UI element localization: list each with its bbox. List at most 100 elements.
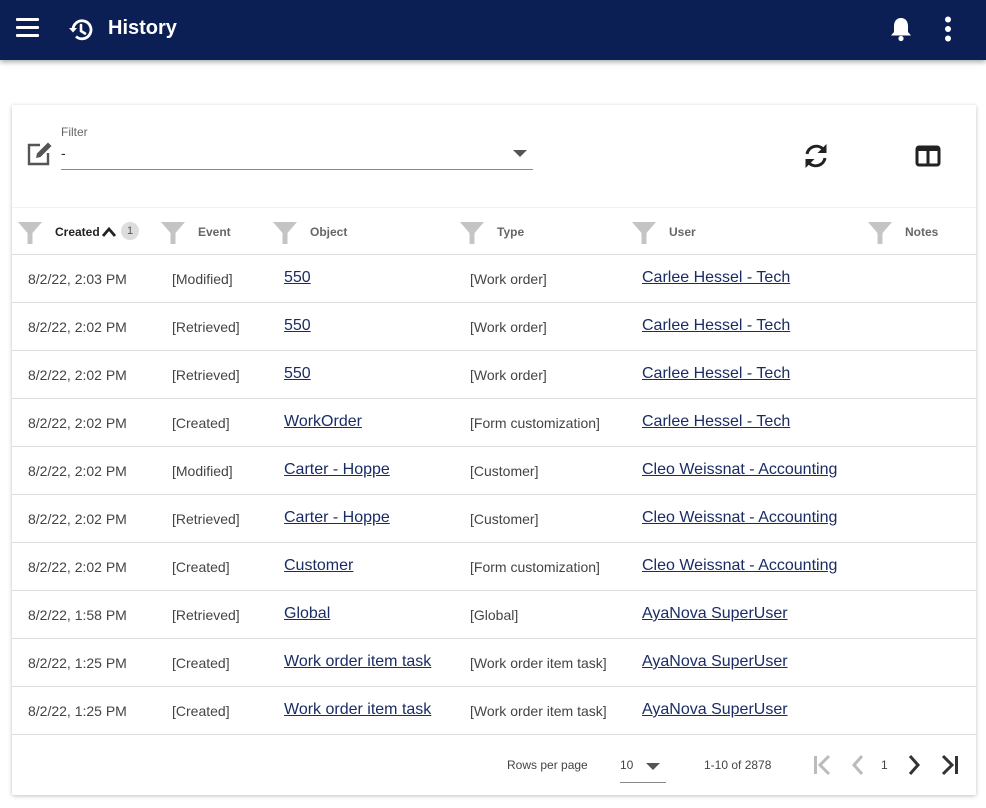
column-label[interactable]: Event — [198, 225, 231, 239]
history-card: Filter - Created 1 Event Object Type — [12, 105, 976, 795]
chevron-right-icon[interactable] — [906, 752, 922, 778]
cell-event: [Modified] — [172, 271, 233, 287]
app-bar: History — [0, 0, 986, 60]
page-range-text: 1-10 of 2878 — [704, 758, 772, 772]
cell-created: 8/2/22, 2:02 PM — [28, 415, 127, 431]
funnel-icon[interactable] — [867, 220, 893, 246]
column-label[interactable]: User — [669, 225, 696, 239]
table-row[interactable]: 8/2/22, 2:02 PM [Created] WorkOrder [For… — [12, 399, 976, 447]
cell-object-link[interactable]: 550 — [284, 317, 311, 334]
cell-created: 8/2/22, 2:02 PM — [28, 511, 127, 527]
cell-object-link[interactable]: Customer — [284, 557, 354, 574]
columns-icon[interactable] — [915, 145, 941, 167]
cell-type: [Global] — [470, 607, 519, 623]
sort-order-badge: 1 — [121, 222, 139, 240]
table-row[interactable]: 8/2/22, 2:02 PM [Retrieved] 550 [Work or… — [12, 351, 976, 399]
funnel-icon[interactable] — [160, 220, 186, 246]
cell-event: [Created] — [172, 559, 230, 575]
cell-created: 8/2/22, 1:58 PM — [28, 607, 127, 623]
cell-user-link[interactable]: AyaNova SuperUser — [642, 701, 788, 718]
cell-object-link[interactable]: 550 — [284, 365, 311, 382]
cell-type: [Form customization] — [470, 415, 600, 431]
cell-user-link[interactable]: Carlee Hessel - Tech — [642, 317, 791, 334]
cell-user-link[interactable]: Carlee Hessel - Tech — [642, 413, 791, 430]
funnel-icon[interactable] — [631, 220, 657, 246]
cell-type: [Customer] — [470, 463, 539, 479]
column-notes[interactable]: Notes — [867, 208, 967, 256]
cell-type: [Work order item task] — [470, 655, 607, 671]
table-body: 8/2/22, 2:03 PM [Modified] 550 [Work ord… — [12, 255, 976, 735]
cell-user-link[interactable]: Cleo Weissnat - Accounting — [642, 557, 838, 574]
refresh-icon[interactable] — [802, 142, 830, 170]
cell-event: [Retrieved] — [172, 319, 240, 335]
cell-event: [Modified] — [172, 463, 233, 479]
column-label[interactable]: Created — [55, 225, 100, 239]
cell-type: [Customer] — [470, 511, 539, 527]
cell-created: 8/2/22, 1:25 PM — [28, 703, 127, 719]
table-row[interactable]: 8/2/22, 1:58 PM [Retrieved] Global [Glob… — [12, 591, 976, 639]
table-row[interactable]: 8/2/22, 2:02 PM [Retrieved] 550 [Work or… — [12, 303, 976, 351]
cell-user-link[interactable]: Cleo Weissnat - Accounting — [642, 509, 838, 526]
table-row[interactable]: 8/2/22, 2:02 PM [Retrieved] Carter - Hop… — [12, 495, 976, 543]
cell-type: [Work order item task] — [470, 703, 607, 719]
current-page: 1 — [881, 758, 888, 772]
cell-object-link[interactable]: WorkOrder — [284, 413, 362, 430]
cell-type: [Work order] — [470, 271, 547, 287]
cell-event: [Retrieved] — [172, 367, 240, 383]
cell-object-link[interactable]: Carter - Hoppe — [284, 509, 390, 526]
rows-per-page-select[interactable]: 10 — [620, 758, 634, 772]
table-header: Created 1 Event Object Type User Notes — [12, 207, 976, 255]
cell-object-link[interactable]: Work order item task — [284, 701, 432, 718]
chevron-up-icon[interactable] — [101, 225, 117, 239]
chevron-left-icon[interactable] — [850, 752, 866, 778]
cell-event: [Created] — [172, 415, 230, 431]
column-event[interactable]: Event — [160, 208, 260, 256]
table-row[interactable]: 8/2/22, 1:25 PM [Created] Work order ite… — [12, 687, 976, 735]
cell-user-link[interactable]: Carlee Hessel - Tech — [642, 365, 791, 382]
funnel-icon[interactable] — [459, 220, 485, 246]
table-row[interactable]: 8/2/22, 2:03 PM [Modified] 550 [Work ord… — [12, 255, 976, 303]
column-type[interactable]: Type — [459, 208, 579, 256]
cell-object-link[interactable]: Carter - Hoppe — [284, 461, 390, 478]
last-page-icon[interactable] — [940, 752, 960, 778]
chevron-down-icon[interactable] — [646, 763, 660, 770]
filter-underline — [61, 169, 533, 170]
table-row[interactable]: 8/2/22, 2:02 PM [Created] Customer [Form… — [12, 543, 976, 591]
more-vertical-icon[interactable] — [942, 16, 954, 42]
cell-event: [Retrieved] — [172, 607, 240, 623]
cell-type: [Work order] — [470, 319, 547, 335]
column-label[interactable]: Notes — [905, 225, 939, 239]
cell-created: 8/2/22, 2:02 PM — [28, 463, 127, 479]
cell-object-link[interactable]: Work order item task — [284, 653, 432, 670]
edit-icon[interactable] — [26, 141, 54, 167]
menu-icon[interactable] — [16, 17, 40, 39]
funnel-icon[interactable] — [17, 220, 43, 246]
first-page-icon[interactable] — [812, 752, 832, 778]
column-label[interactable]: Type — [497, 225, 525, 239]
table-row[interactable]: 8/2/22, 2:02 PM [Modified] Carter - Hopp… — [12, 447, 976, 495]
bell-icon[interactable] — [889, 16, 913, 42]
chevron-down-icon[interactable] — [513, 150, 527, 157]
cell-created: 8/2/22, 1:25 PM — [28, 655, 127, 671]
column-created[interactable]: Created 1 — [17, 208, 157, 256]
column-user[interactable]: User — [631, 208, 751, 256]
cell-object-link[interactable]: Global — [284, 605, 331, 622]
filter-label: Filter — [61, 125, 88, 139]
cell-created: 8/2/22, 2:03 PM — [28, 271, 127, 287]
table-footer: Rows per page 10 1-10 of 2878 1 — [12, 738, 976, 795]
funnel-icon[interactable] — [272, 220, 298, 246]
cell-type: [Work order] — [470, 367, 547, 383]
table-row[interactable]: 8/2/22, 1:25 PM [Created] Work order ite… — [12, 639, 976, 687]
cell-user-link[interactable]: Cleo Weissnat - Accounting — [642, 461, 838, 478]
cell-user-link[interactable]: AyaNova SuperUser — [642, 605, 788, 622]
cell-created: 8/2/22, 2:02 PM — [28, 319, 127, 335]
cell-event: [Created] — [172, 703, 230, 719]
cell-user-link[interactable]: AyaNova SuperUser — [642, 653, 788, 670]
cell-user-link[interactable]: Carlee Hessel - Tech — [642, 269, 791, 286]
rows-per-page-label: Rows per page — [507, 758, 588, 772]
cell-object-link[interactable]: 550 — [284, 269, 311, 286]
cell-created: 8/2/22, 2:02 PM — [28, 559, 127, 575]
column-object[interactable]: Object — [272, 208, 392, 256]
filter-select[interactable]: - — [61, 145, 66, 161]
column-label[interactable]: Object — [310, 225, 348, 239]
